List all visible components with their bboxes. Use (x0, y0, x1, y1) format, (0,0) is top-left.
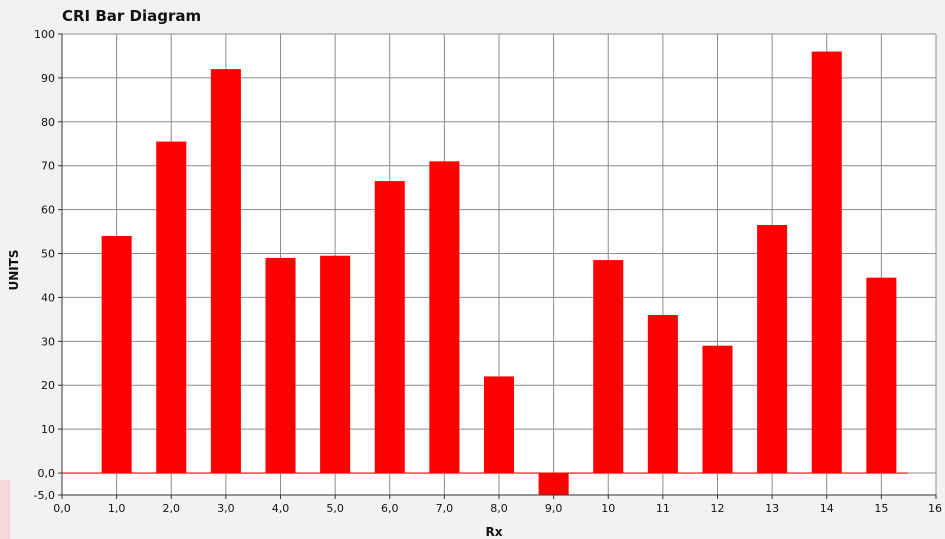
y-axis-ticks: 100 90 80 70 60 50 40 30 20 10 0,0 -5,0 (34, 28, 62, 502)
x-tick-label: 2,0 (163, 502, 181, 515)
bar-5 (320, 255, 351, 474)
y-tick-label: 70 (41, 160, 55, 173)
bar-12 (702, 345, 733, 474)
bar-13 (757, 224, 788, 474)
x-tick-label: 0,0 (53, 502, 71, 515)
bar-2 (156, 141, 187, 474)
y-tick-label: 80 (41, 116, 55, 129)
x-tick-label: 6,0 (381, 502, 399, 515)
bar-10 (593, 260, 624, 474)
x-tick-label: 8,0 (490, 502, 508, 515)
bar-6 (374, 181, 405, 474)
y-tick-label: 40 (41, 291, 55, 304)
x-tick-label: 14 (820, 502, 834, 515)
x-tick-label: 16 (928, 502, 942, 515)
x-tick-label: 7,0 (436, 502, 454, 515)
y-axis-label: UNITS (7, 249, 21, 290)
x-axis-label: Rx (486, 525, 503, 539)
x-tick-label: 13 (765, 502, 779, 515)
bars (101, 51, 897, 495)
y-tick-label: 100 (34, 28, 55, 41)
bar-15 (866, 277, 897, 474)
y-tick-label: 0,0 (38, 467, 56, 480)
bar-14 (811, 51, 842, 474)
x-tick-label: 5,0 (326, 502, 344, 515)
bar-7 (429, 161, 460, 474)
y-tick-label: 90 (41, 72, 55, 85)
bar-8 (483, 376, 515, 474)
y-tick-label: -5,0 (34, 489, 55, 502)
bar-4 (265, 257, 296, 474)
x-tick-label: 3,0 (217, 502, 235, 515)
x-axis-ticks: 0,0 1,0 2,0 3,0 4,0 5,0 6,0 7,0 8,0 9,0 10 11 12 13 14… (53, 495, 942, 515)
x-tick-label: 10 (601, 502, 615, 515)
y-tick-label: 50 (41, 248, 55, 261)
y-tick-label: 30 (41, 335, 55, 348)
bar-9 (538, 473, 569, 495)
chart-title: CRI Bar Diagram (62, 7, 202, 25)
x-tick-label: 15 (874, 502, 888, 515)
x-tick-label: 9,0 (545, 502, 563, 515)
y-tick-label: 10 (41, 423, 55, 436)
bar-1 (101, 235, 132, 474)
bar-3 (210, 69, 241, 474)
y-tick-label: 20 (41, 379, 55, 392)
x-tick-label: 1,0 (108, 502, 126, 515)
bar-11 (647, 314, 678, 474)
x-tick-label: 11 (656, 502, 670, 515)
x-tick-label: 4,0 (272, 502, 290, 515)
y-tick-label: 60 (41, 204, 55, 217)
x-tick-label: 12 (711, 502, 725, 515)
